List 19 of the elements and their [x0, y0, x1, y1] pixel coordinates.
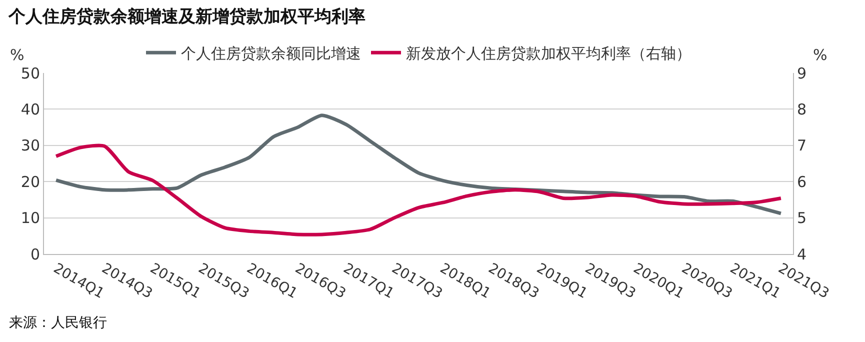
chart-title: 个人住房贷款余额增速及新增贷款加权平均利率 [8, 7, 366, 28]
y-tick-label: 20 [20, 172, 40, 191]
y-tick-label: 30 [20, 136, 40, 155]
y2-tick-label: 6 [797, 172, 807, 191]
y2-tick-label: 7 [797, 136, 807, 155]
legend-label: 新发放个人住房贷款加权平均利率（右轴） [406, 44, 691, 62]
y2-tick-label: 8 [797, 100, 807, 118]
y-axis-title: % [10, 46, 24, 64]
y-tick-label: 50 [20, 64, 40, 82]
y-tick-label: 10 [20, 209, 40, 228]
y2-tick-label: 4 [797, 245, 807, 264]
source-note: 来源：人民银行 [9, 315, 107, 331]
y2-tick-label: 5 [797, 209, 807, 228]
line-series [54, 144, 783, 236]
legend-label: 个人住房贷款余额同比增速 [181, 44, 361, 62]
y-tick-label: 0 [30, 245, 40, 264]
y2-axis-title: % [813, 46, 828, 64]
y2-tick-label: 9 [797, 64, 807, 82]
y-tick-label: 40 [20, 100, 40, 118]
